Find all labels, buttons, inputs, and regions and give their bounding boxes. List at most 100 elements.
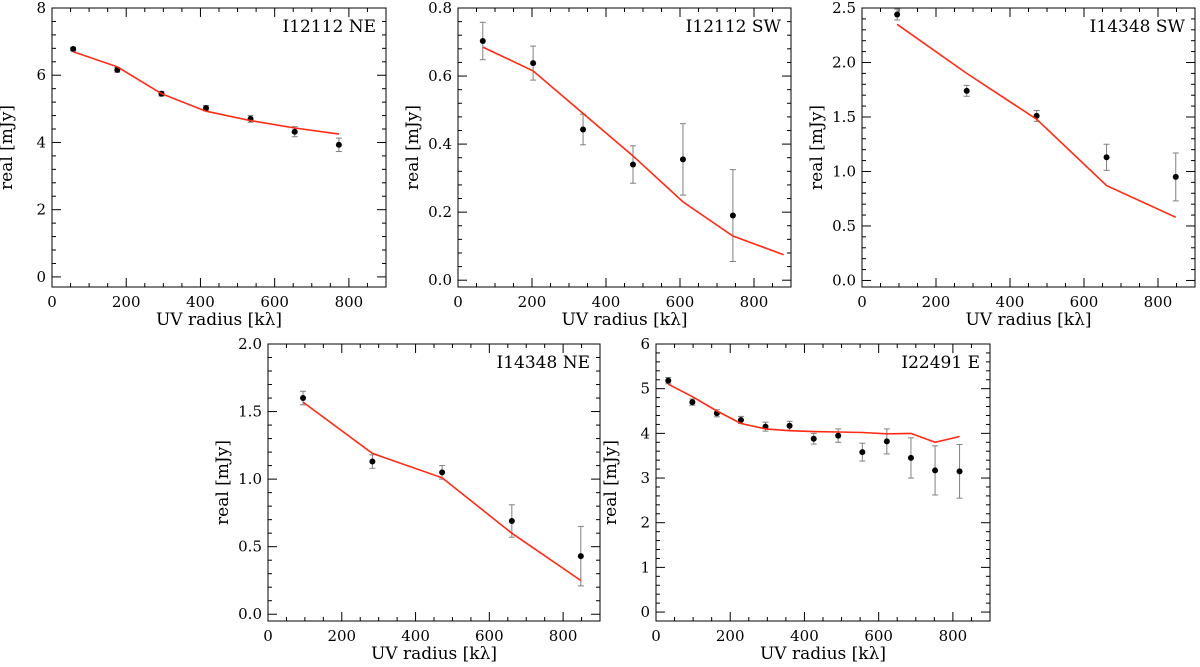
data-point — [729, 212, 736, 219]
data-point — [291, 128, 298, 135]
y-axis-label: real [mJy] — [0, 105, 17, 190]
x-tick-label: 400 — [996, 293, 1025, 311]
y-tick-label: 4 — [36, 133, 46, 151]
x-tick-label: 400 — [592, 293, 621, 311]
x-tick-label: 800 — [939, 627, 968, 645]
y-tick-label: 3 — [640, 469, 650, 487]
y-axis-label: real [mJy] — [601, 440, 621, 525]
data-point — [737, 416, 744, 423]
data-point — [963, 87, 970, 94]
data-point — [580, 126, 587, 133]
y-tick-label: 1 — [640, 558, 650, 576]
data-point — [203, 105, 210, 112]
data-point — [530, 60, 537, 67]
y-tick-label: 2.0 — [238, 335, 262, 353]
x-tick-label: 600 — [864, 627, 893, 645]
x-tick-label: 0 — [453, 293, 463, 311]
plot-frame — [267, 343, 601, 622]
y-tick-label: 2 — [640, 514, 650, 532]
y-tick-label: 2.5 — [832, 0, 856, 17]
data-point — [335, 141, 342, 148]
x-tick-label: 0 — [47, 293, 57, 311]
x-tick-label: 200 — [518, 293, 547, 311]
y-tick-label: 0.0 — [238, 605, 262, 623]
x-tick-label: 400 — [401, 627, 430, 645]
data-point — [835, 432, 842, 439]
data-point — [665, 377, 672, 384]
data-point — [1172, 173, 1179, 180]
data-point — [577, 553, 584, 560]
x-tick-label: 800 — [549, 627, 578, 645]
plot-frame — [861, 7, 1196, 288]
y-tick-label: 6 — [36, 66, 46, 84]
panel-title: I12112 NE — [283, 17, 376, 37]
x-axis-label: UV radius [kλ] — [965, 310, 1091, 330]
y-tick-label: 5 — [640, 380, 650, 398]
y-tick-label: 0.8 — [428, 0, 452, 17]
chart-panel-3: 0 200 400 600 800 0.0 0.5 1.0 1.5 2.0 2.5 UV radius… — [807, 0, 1196, 330]
data-point — [439, 469, 446, 476]
y-tick-label: 0.4 — [428, 135, 452, 153]
y-tick-label: 0.6 — [428, 67, 452, 85]
model-line — [482, 46, 784, 256]
x-axis-label: UV radius [kλ] — [156, 310, 282, 330]
data-point — [956, 468, 963, 475]
y-tick-label: 4 — [640, 424, 650, 442]
chart-panel-4: 0 200 400 600 800 0.0 0.5 1.0 1.5 2.0 UV radius [k… — [213, 335, 601, 664]
data-point — [689, 399, 696, 406]
data-point — [883, 438, 890, 445]
data-point — [479, 38, 486, 45]
y-axis-label: real [mJy] — [807, 105, 827, 190]
panel-title: I22491 E — [901, 353, 980, 373]
chart-panel-5: 0 200 400 600 800 0 1 2 3 4 5 6 UV radius [kλ] real [… — [601, 335, 991, 664]
data-point — [932, 467, 939, 474]
panel-title: I14348 SW — [1090, 17, 1186, 37]
x-tick-label: 200 — [922, 293, 951, 311]
data-point — [630, 161, 637, 168]
y-tick-label: 1.5 — [238, 403, 262, 421]
model-line — [302, 401, 582, 582]
y-tick-label: 0 — [36, 268, 46, 286]
y-tick-label: 1.5 — [832, 108, 856, 126]
data-point — [907, 454, 914, 461]
x-tick-label: 0 — [857, 293, 867, 311]
data-point — [810, 435, 817, 442]
y-tick-label: 0.0 — [832, 271, 856, 289]
data-point — [508, 518, 515, 525]
x-axis-label: UV radius [kλ] — [760, 644, 886, 664]
chart-panel-1: 0 200 400 600 800 0 2 4 6 8 UV radius [kλ] real [mJ… — [0, 0, 387, 330]
x-tick-label: 200 — [327, 627, 356, 645]
data-point — [679, 156, 686, 163]
y-tick-label: 1.0 — [238, 470, 262, 488]
plot-frame — [51, 7, 387, 288]
y-tick-label: 0.0 — [428, 271, 452, 289]
x-tick-label: 800 — [1144, 293, 1173, 311]
data-point — [70, 46, 77, 53]
data-point — [859, 449, 866, 456]
y-tick-label: 6 — [640, 335, 650, 353]
chart-panel-2: 0 200 400 600 800 0.0 0.2 0.4 0.6 0.8 UV radius [k… — [403, 0, 792, 330]
x-tick-label: 600 — [260, 293, 289, 311]
y-tick-label: 1.0 — [832, 162, 856, 180]
y-axis-label: real [mJy] — [403, 105, 423, 190]
x-tick-label: 400 — [186, 293, 215, 311]
x-axis-label: UV radius [kλ] — [561, 310, 687, 330]
x-tick-label: 200 — [112, 293, 141, 311]
data-point — [786, 422, 793, 429]
data-point — [369, 458, 376, 465]
y-tick-label: 2 — [36, 201, 46, 219]
x-tick-label: 600 — [475, 627, 504, 645]
x-tick-label: 200 — [716, 627, 745, 645]
y-tick-label: 2.0 — [832, 53, 856, 71]
panel-title: I14348 NE — [497, 353, 590, 373]
y-tick-label: 8 — [36, 0, 46, 17]
model-line — [72, 50, 340, 135]
plot-frame — [655, 343, 991, 622]
data-point — [300, 395, 307, 402]
model-line — [667, 383, 960, 444]
model-line — [896, 23, 1177, 219]
panel-title: I12112 SW — [686, 17, 782, 37]
x-tick-label: 600 — [666, 293, 695, 311]
x-tick-label: 400 — [790, 627, 819, 645]
x-tick-label: 800 — [335, 293, 364, 311]
